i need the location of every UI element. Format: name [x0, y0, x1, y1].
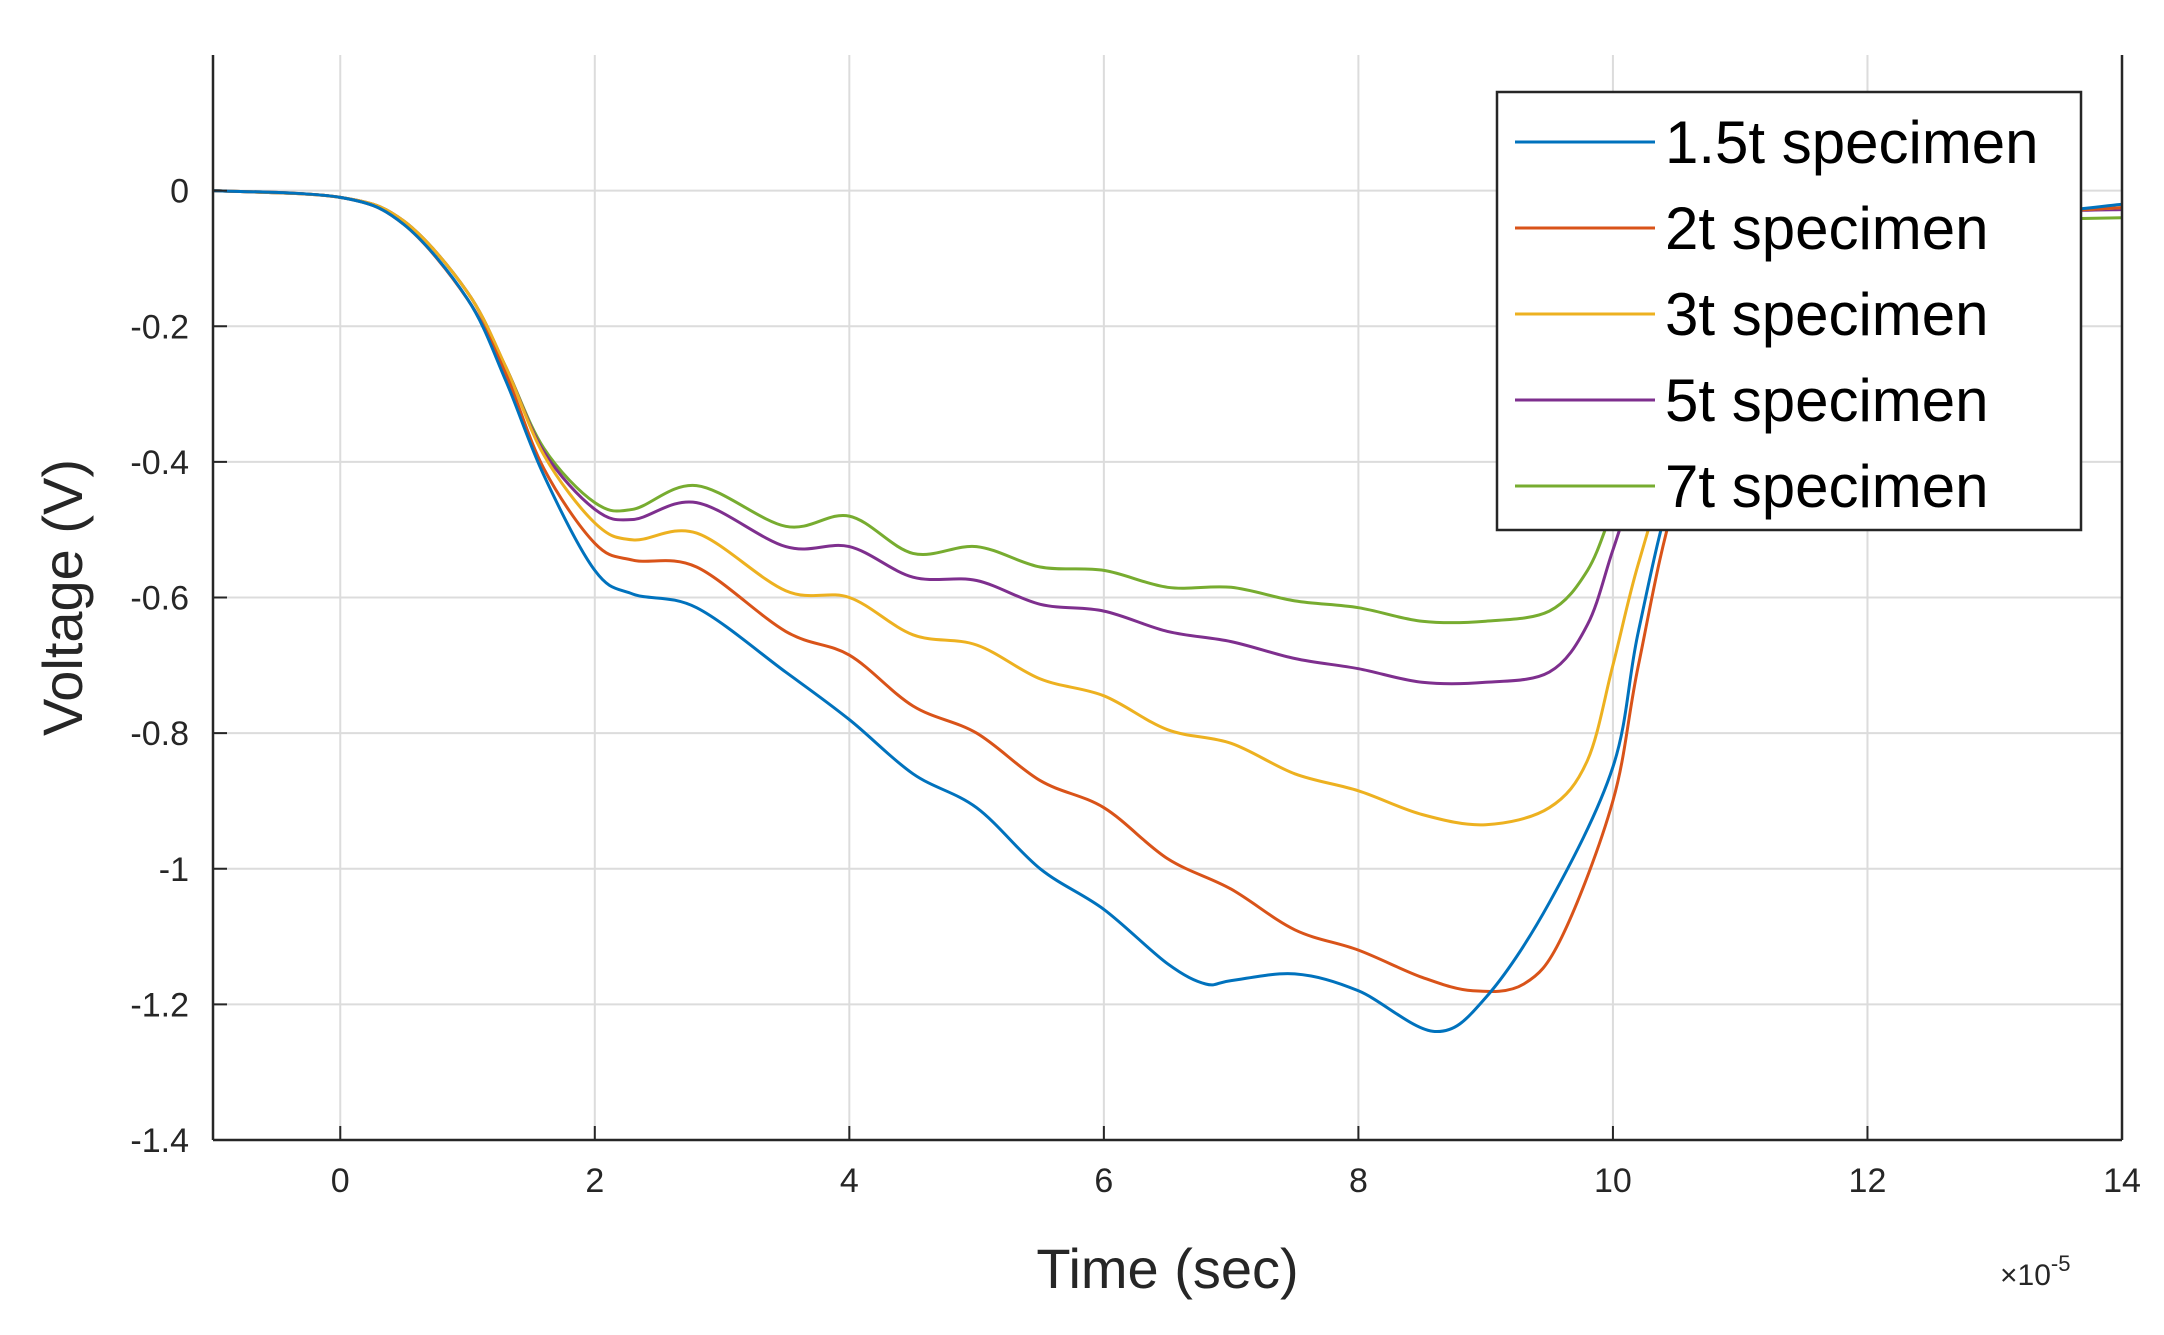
x-tick-label: 6: [1094, 1162, 1113, 1200]
x-tick-label: 10: [1594, 1162, 1632, 1200]
legend-entries: 1.5t specimen 2t specimen 3t specimen 5t sp…: [1515, 109, 2039, 520]
x-tick-label: 4: [840, 1162, 859, 1200]
x-tick-label: 12: [1849, 1162, 1887, 1200]
legend-label-7t-specimen: 7t specimen: [1665, 453, 1989, 520]
y-tick-label: -0.8: [130, 715, 189, 753]
x-exponent-base: ×10: [2000, 1259, 2051, 1292]
y-tick-label: 0: [170, 173, 189, 211]
legend-label-3t-specimen: 3t specimen: [1665, 281, 1989, 348]
legend-label-1-5t-specimen: 1.5t specimen: [1665, 109, 2039, 176]
x-axis-exponent: ×10-5: [2000, 1251, 2070, 1292]
y-tick-label: -0.4: [130, 444, 189, 482]
x-exponent-power: -5: [2051, 1251, 2071, 1276]
x-tick-label: 8: [1349, 1162, 1368, 1200]
x-tick-label: 14: [2103, 1162, 2141, 1200]
y-tick-label: -1.2: [130, 986, 189, 1024]
y-tick-label: -1: [159, 851, 189, 889]
x-tick-label: 0: [331, 1162, 350, 1200]
legend-label-5t-specimen: 5t specimen: [1665, 367, 1989, 434]
axes: [211, 55, 2124, 1142]
y-tick-label: -1.4: [130, 1122, 189, 1160]
x-tick-label: 2: [585, 1162, 604, 1200]
legend-label-2t-specimen: 2t specimen: [1665, 195, 1989, 262]
legend-box: [1495, 90, 2083, 532]
tick-labels: 0 2 4 6 8 10 12 14 0 -0.2 -0.4 -0.6 -0.8 -1 -1.2 -1.4: [130, 173, 2141, 1200]
y-tick-label: -0.2: [130, 308, 189, 346]
y-tick-label: -0.6: [130, 580, 189, 618]
legend: 1.5t specimen 2t specimen 3t specimen 5t sp…: [1495, 90, 2083, 532]
y-axis-label: Voltage (V): [31, 459, 94, 736]
x-axis-label: Time (sec): [1036, 1237, 1298, 1300]
